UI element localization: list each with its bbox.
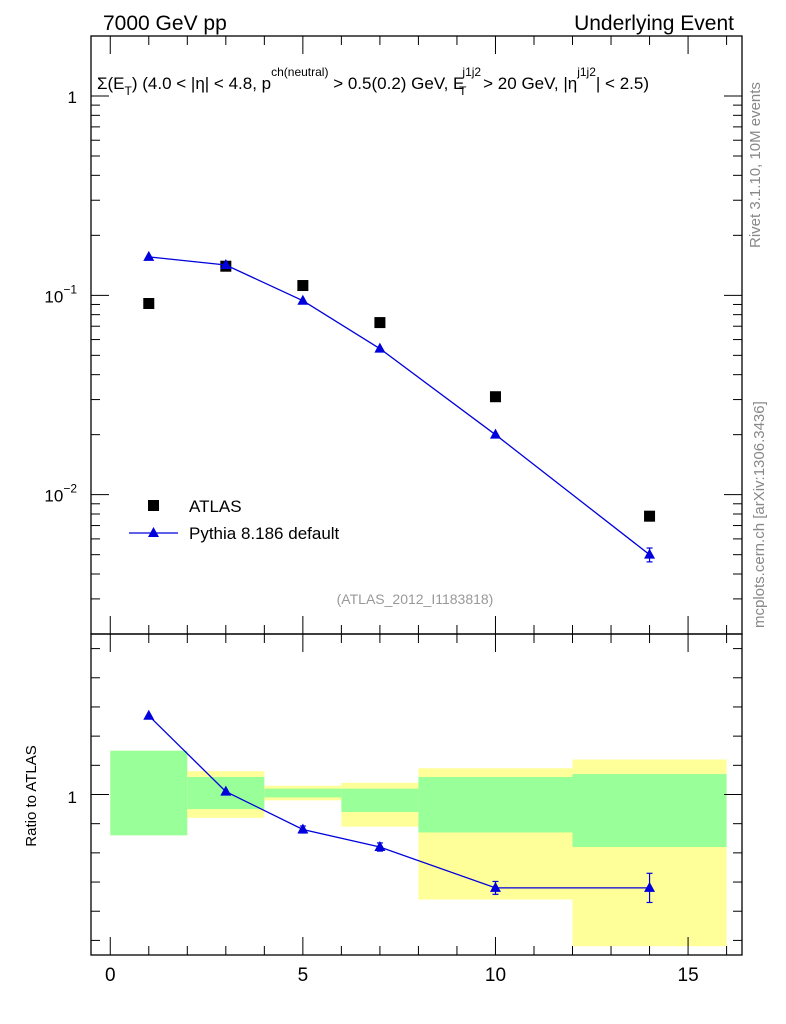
header-left-label: 7000 GeV pp	[103, 12, 227, 35]
ratio-data-point	[220, 785, 232, 796]
x-tick-labels: 0 5 10 15	[105, 965, 699, 986]
rivet-label: Rivet 3.1.10, 10M events	[747, 82, 764, 248]
y-tick-label: 1	[68, 88, 77, 107]
legend: ATLAS Pythia 8.186 default	[129, 497, 340, 543]
ratio-bands	[110, 750, 727, 947]
ratio-y-tick-label: 1	[68, 788, 77, 807]
atlas-data-point	[489, 391, 501, 403]
pythia-data-point	[297, 294, 309, 305]
legend-pythia-marker	[148, 527, 159, 537]
uncertainty-band-green	[341, 788, 419, 813]
y-tick-label: 10−1	[44, 282, 77, 306]
uncertainty-band-green	[572, 774, 727, 848]
x-tick-label: 0	[105, 965, 116, 986]
header-right-label: Underlying Event	[574, 12, 734, 35]
atlas-data-point	[644, 510, 656, 522]
x-tick-label: 5	[298, 965, 309, 986]
ratio-data-point	[644, 881, 656, 892]
pythia-data-point	[374, 342, 386, 353]
pythia-data-point	[489, 428, 501, 439]
legend-atlas-label: ATLAS	[189, 497, 242, 516]
ratio-y-axis-label: Ratio to ATLAS	[23, 745, 40, 846]
pythia-data-point	[220, 258, 232, 269]
main-panel: 1 10−1 10−2 Σ(ET) (4.0 < |η| < 4.8, pch(ne…	[44, 35, 743, 635]
pythia-data-point	[644, 548, 656, 559]
main-panel-series	[143, 250, 656, 563]
pythia-data-point	[143, 250, 155, 261]
atlas-data-point	[143, 298, 155, 310]
analysis-watermark: (ATLAS_2012_I1183818)	[337, 591, 494, 607]
observable-label: Σ(ET) (4.0 < |η| < 4.8, pch(neutral) > 0…	[97, 65, 649, 98]
atlas-data-point	[374, 317, 386, 329]
ratio-panel: 0 5 10 15 1 Ratio to ATLAS	[23, 633, 743, 986]
mcplots-label: mcplots.cern.ch [arXiv:1306.3436]	[751, 401, 768, 628]
uncertainty-band-green	[264, 788, 342, 798]
y-tick-label: 10−2	[44, 482, 77, 506]
legend-pythia-label: Pythia 8.186 default	[189, 524, 340, 543]
ratio-series-line	[148, 715, 650, 889]
x-tick-label: 15	[678, 965, 699, 986]
ratio-data-point	[374, 841, 386, 852]
ratio-panel-series	[143, 709, 656, 904]
ratio-data-point	[143, 709, 155, 720]
legend-atlas-marker	[148, 500, 159, 511]
uncertainty-band-green	[110, 750, 188, 836]
x-tick-label: 10	[485, 965, 506, 986]
main-panel-frame	[90, 35, 743, 635]
main-panel-y-tick-labels: 1 10−1 10−2	[44, 88, 77, 506]
series-line-pythia	[148, 256, 650, 556]
atlas-data-point	[297, 280, 309, 292]
main-panel-ticks	[91, 35, 742, 635]
uncertainty-band-green	[418, 776, 573, 833]
ratio-data-point	[489, 881, 501, 892]
ratio-panel-ticks	[91, 634, 742, 955]
ratio-data-point	[297, 823, 309, 834]
